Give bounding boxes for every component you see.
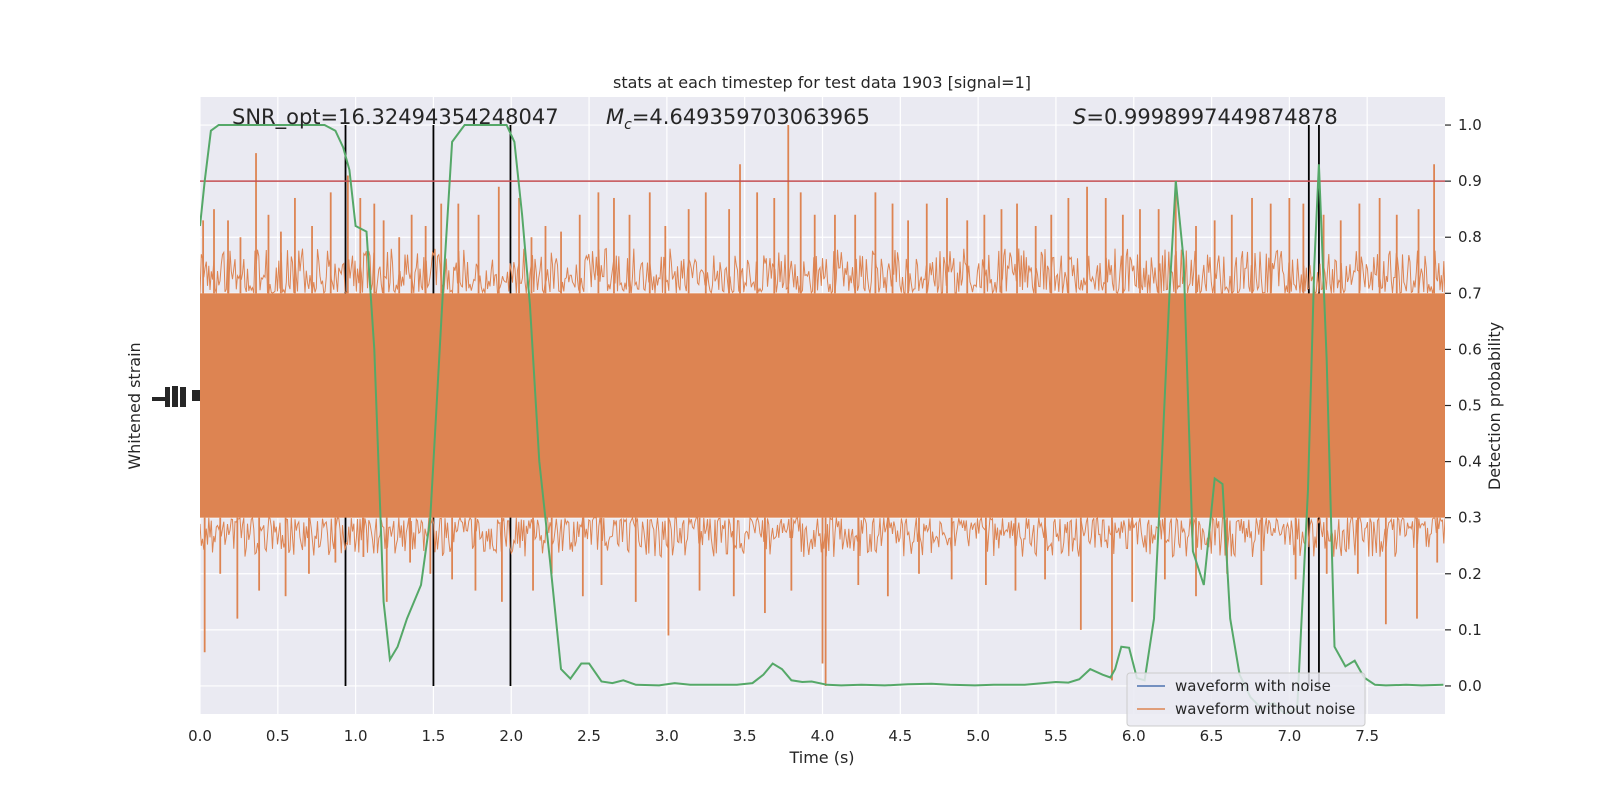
left-axis-cluttered-ticks bbox=[152, 386, 200, 407]
s-value: =0.9998997449874878 bbox=[1086, 105, 1337, 129]
y-tick-label: 0.4 bbox=[1458, 453, 1482, 471]
y-tick-label: 0.1 bbox=[1458, 621, 1482, 639]
s-symbol: S bbox=[1073, 105, 1086, 129]
legend: waveform with noise waveform without noi… bbox=[1126, 672, 1366, 727]
y-tick-label: 0.2 bbox=[1458, 565, 1482, 583]
x-axis-label: Time (s) bbox=[788, 748, 854, 767]
y-tick-label: 0.9 bbox=[1458, 172, 1482, 190]
chart-title: stats at each timestep for test data 190… bbox=[613, 73, 1031, 92]
x-tick-label: 2.5 bbox=[577, 727, 601, 745]
x-tick-label: 3.5 bbox=[733, 727, 757, 745]
y-tick-label: 0.3 bbox=[1458, 509, 1482, 527]
x-tick-label: 5.5 bbox=[1044, 727, 1068, 745]
strain-series bbox=[200, 125, 1445, 686]
y-tick-label: 0.0 bbox=[1458, 677, 1482, 695]
y-tick-label: 0.8 bbox=[1458, 228, 1482, 246]
tick-clutter-mark bbox=[172, 386, 178, 407]
chirp-mass-value: =4.649359703063965 bbox=[632, 105, 870, 129]
x-tick-label: 1.5 bbox=[422, 727, 446, 745]
y-tick-label: 1.0 bbox=[1458, 116, 1482, 134]
x-axis-ticks: 0.0 0.5 1.0 1.5 2.0 2.5 3.0 3.5 4.0 4.5 5.0 5.5 6.0 6… bbox=[188, 727, 1379, 745]
tick-clutter-mark bbox=[152, 397, 168, 401]
chirp-mass-annotation: Mc=4.649359703063965 bbox=[606, 105, 870, 133]
x-tick-label: 2.0 bbox=[499, 727, 523, 745]
strain-core-band bbox=[200, 293, 1445, 518]
tick-clutter-mark bbox=[165, 387, 170, 407]
legend-box bbox=[1126, 672, 1366, 727]
x-tick-label: 6.0 bbox=[1122, 727, 1146, 745]
y-left-axis-label: Whitened strain bbox=[125, 342, 144, 469]
y-right-axis-label: Detection probability bbox=[1485, 322, 1504, 490]
x-tick-label: 0.0 bbox=[188, 727, 212, 745]
tick-clutter-mark bbox=[192, 390, 200, 401]
y-right-axis-ticks: 0.0 0.1 0.2 0.3 0.4 0.5 0.6 0.7 0.8 0.9 1.0 bbox=[1445, 116, 1482, 695]
x-tick-label: 6.5 bbox=[1200, 727, 1224, 745]
x-tick-label: 7.0 bbox=[1277, 727, 1301, 745]
x-tick-label: 3.0 bbox=[655, 727, 679, 745]
legend-label-with-noise: waveform with noise bbox=[1175, 677, 1331, 695]
x-tick-label: 4.0 bbox=[811, 727, 835, 745]
snr-annotation: SNR_opt=16.32494354248047 bbox=[232, 105, 559, 130]
strain-upper-noise bbox=[200, 247, 1445, 296]
s-annotation: S=0.9998997449874878 bbox=[1073, 105, 1338, 129]
x-tick-label: 0.5 bbox=[266, 727, 290, 745]
x-tick-label: 1.0 bbox=[344, 727, 368, 745]
chirp-mass-subscript: c bbox=[624, 117, 632, 133]
y-tick-label: 0.6 bbox=[1458, 340, 1482, 358]
x-tick-label: 5.0 bbox=[966, 727, 990, 745]
x-tick-label: 7.5 bbox=[1355, 727, 1379, 745]
tick-clutter-mark bbox=[180, 387, 186, 407]
y-tick-label: 0.5 bbox=[1458, 397, 1482, 415]
x-tick-label: 4.5 bbox=[888, 727, 912, 745]
y-tick-label: 0.7 bbox=[1458, 284, 1482, 302]
chirp-mass-symbol: M bbox=[606, 105, 624, 129]
legend-label-without-noise: waveform without noise bbox=[1175, 700, 1355, 718]
